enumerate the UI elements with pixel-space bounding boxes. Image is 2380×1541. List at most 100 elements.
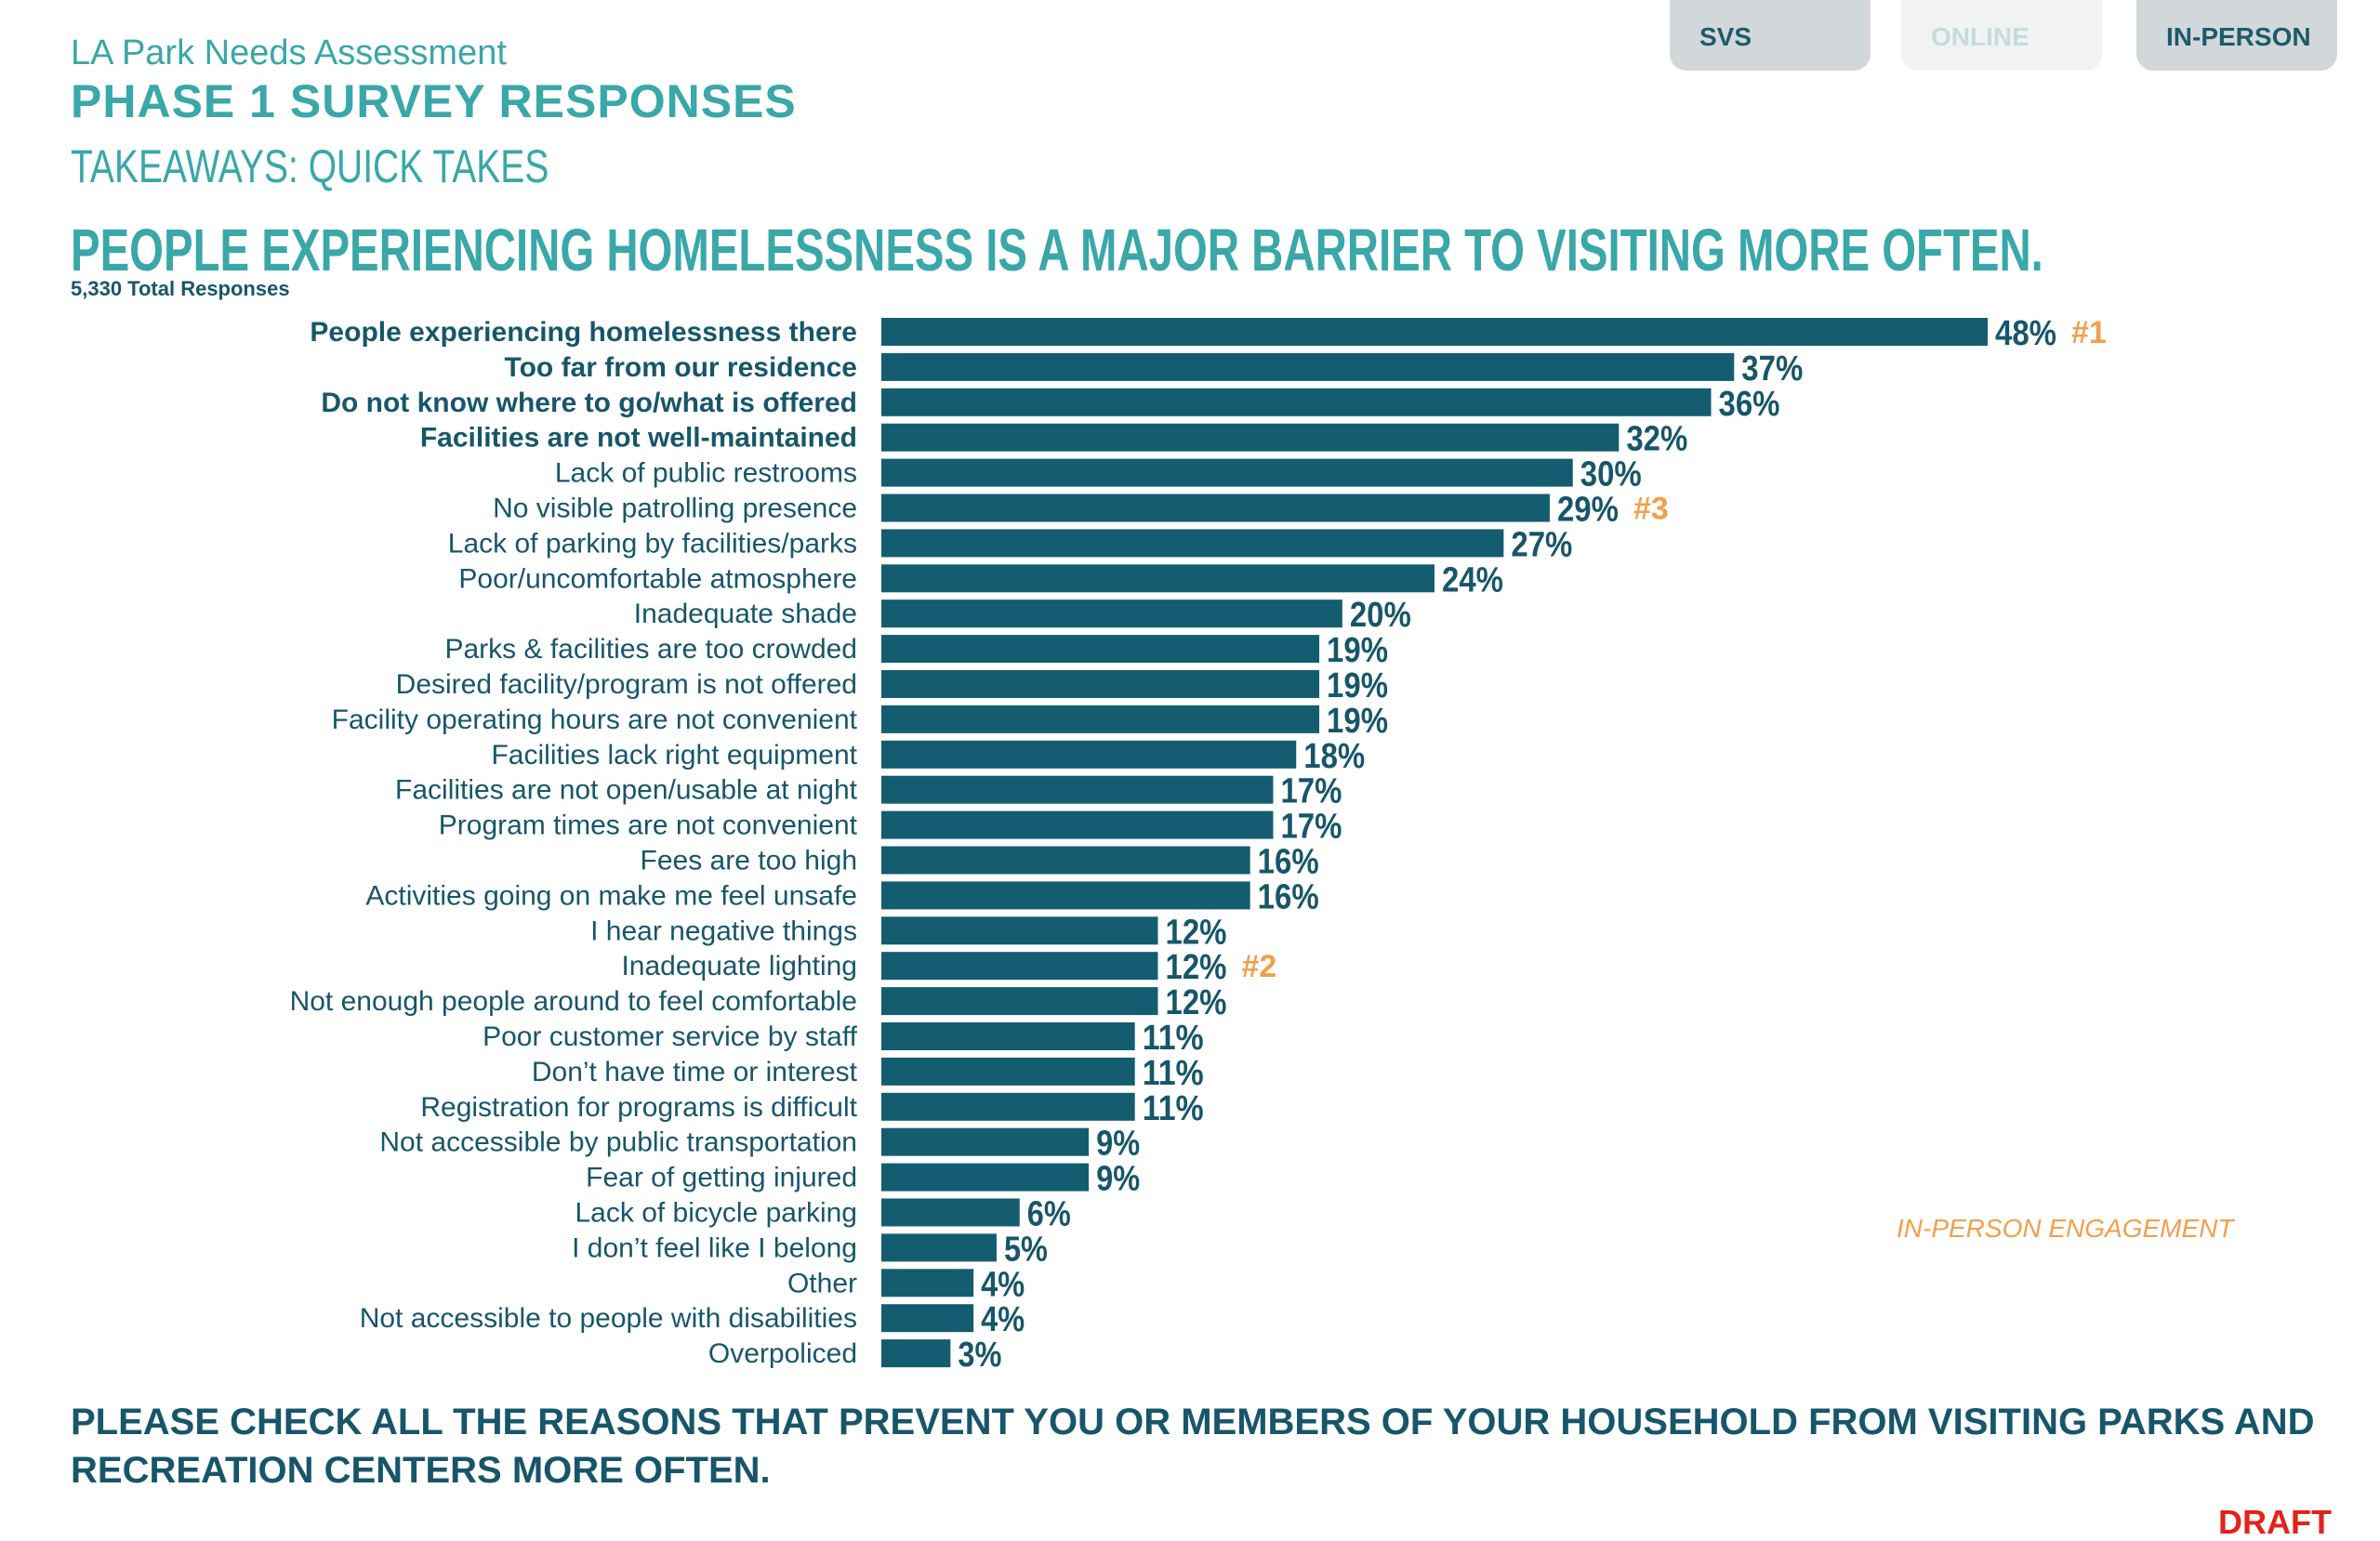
bar xyxy=(881,1127,1090,1156)
category-label: Desired facility/program is not offered xyxy=(396,669,857,700)
bar xyxy=(881,705,1320,733)
value-label: 37% xyxy=(1741,349,1803,389)
value-label: 11% xyxy=(1143,1019,1204,1058)
bar xyxy=(881,881,1250,910)
value-label: 24% xyxy=(1442,560,1503,599)
value-label: 27% xyxy=(1511,525,1572,564)
bar xyxy=(881,987,1158,1016)
value-label: 32% xyxy=(1626,420,1687,459)
total-responses: 5,330 Total Responses xyxy=(71,277,290,300)
survey-question: PLEASE CHECK ALL THE REASONS THAT PREVEN… xyxy=(71,1402,2315,1491)
category-label: Lack of parking by facilities/parks xyxy=(448,528,857,559)
category-label: Program times are not convenient xyxy=(439,810,858,841)
category-label: Facilities are not well-maintained xyxy=(420,423,857,454)
bar xyxy=(881,775,1274,804)
value-label: 4% xyxy=(981,1265,1025,1304)
category-label: Facilities are not open/usable at night xyxy=(395,775,858,806)
value-label: 19% xyxy=(1327,702,1388,741)
bar xyxy=(881,564,1435,593)
value-label: 4% xyxy=(981,1300,1025,1339)
bar xyxy=(881,846,1250,875)
category-label: Parks & facilities are too crowded xyxy=(444,634,857,665)
category-label: Lack of public restrooms xyxy=(555,458,857,489)
bar xyxy=(881,423,1620,452)
rank-annotation: #1 xyxy=(2071,315,2107,350)
category-label: Fear of getting injured xyxy=(586,1163,857,1193)
category-label: Overpoliced xyxy=(708,1338,857,1369)
value-label: 5% xyxy=(1004,1230,1048,1269)
bar xyxy=(881,1022,1135,1050)
headline: PEOPLE EXPERIENCING HOMELESSNESS IS A MA… xyxy=(71,217,2043,283)
value-label: 12% xyxy=(1166,948,1227,987)
rank-annotation: #2 xyxy=(1242,949,1277,984)
category-label: Not accessible to people with disabiliti… xyxy=(360,1303,857,1334)
bar xyxy=(881,635,1320,664)
category-label: Facilities lack right equipment xyxy=(491,740,857,770)
bar xyxy=(881,529,1504,558)
category-label: Don’t have time or interest xyxy=(532,1057,858,1087)
category-label: Too far from our residence xyxy=(504,352,857,383)
bar xyxy=(881,810,1274,839)
value-label: 16% xyxy=(1258,877,1319,916)
value-label: 17% xyxy=(1280,772,1342,811)
value-label: 19% xyxy=(1327,666,1388,705)
bar xyxy=(881,1304,974,1333)
category-label: Do not know where to go/what is offered xyxy=(321,388,857,418)
bar xyxy=(881,1163,1090,1192)
bar xyxy=(881,1198,1020,1227)
bar xyxy=(881,1339,951,1368)
category-label: Not enough people around to feel comfort… xyxy=(290,986,857,1017)
bar xyxy=(881,494,1550,522)
category-label: I hear negative things xyxy=(590,915,857,946)
category-label: Other xyxy=(787,1268,857,1298)
value-label: 3% xyxy=(958,1336,1001,1375)
bar xyxy=(881,458,1573,487)
bar xyxy=(881,352,1735,381)
bar xyxy=(881,670,1320,698)
value-label: 30% xyxy=(1580,455,1642,494)
value-label: 17% xyxy=(1280,808,1342,847)
category-label: No visible patrolling presence xyxy=(493,494,857,524)
category-label: Fees are too high xyxy=(641,846,857,876)
category-label: Poor customer service by staff xyxy=(483,1021,858,1052)
bar xyxy=(881,916,1158,945)
category-label: Poor/uncomfortable atmosphere xyxy=(458,563,857,594)
tab-online[interactable]: ONLINE xyxy=(1901,0,2102,71)
bar xyxy=(881,318,1988,346)
report-subtitle: LA Park Needs Assessment xyxy=(71,33,507,72)
tab-in-person[interactable]: IN-PERSON xyxy=(2136,0,2337,71)
value-label: 36% xyxy=(1719,385,1780,424)
engagement-label: IN-PERSON ENGAGEMENT xyxy=(1897,1214,2234,1243)
value-label: 48% xyxy=(1995,314,2056,353)
category-label: Lack of bicycle parking xyxy=(575,1198,858,1229)
bar xyxy=(881,1233,997,1262)
category-label: Not accessible by public transportation xyxy=(379,1127,857,1158)
bar xyxy=(881,388,1712,416)
value-label: 16% xyxy=(1258,843,1319,882)
tab-svs[interactable]: SVS xyxy=(1670,0,1871,71)
value-label: 9% xyxy=(1096,1125,1140,1164)
category-label: Inadequate shade xyxy=(634,599,857,629)
value-label: 12% xyxy=(1166,913,1227,952)
value-label: 11% xyxy=(1143,1054,1204,1093)
draft-stamp: DRAFT xyxy=(2218,1503,2332,1541)
value-label: 9% xyxy=(1096,1160,1140,1199)
bar xyxy=(881,1269,974,1297)
bar xyxy=(881,599,1342,628)
value-label: 29% xyxy=(1557,491,1619,530)
category-label: I don’t feel like I belong xyxy=(572,1232,857,1263)
barriers-bar-chart: People experiencing homelessness there 48… xyxy=(290,314,2107,1375)
value-label: 18% xyxy=(1303,737,1365,776)
value-label: 6% xyxy=(1027,1195,1071,1234)
takeaway-heading: TAKEAWAYS: QUICK TAKES xyxy=(71,140,549,192)
category-label: Activities going on make me feel unsafe xyxy=(365,880,857,911)
value-label: 12% xyxy=(1166,983,1227,1022)
category-label: Registration for programs is difficult xyxy=(420,1092,857,1123)
bar xyxy=(881,740,1297,769)
value-label: 20% xyxy=(1350,596,1411,635)
category-label: Facility operating hours are not conveni… xyxy=(332,705,858,735)
category-label: Inadequate lighting xyxy=(621,951,857,981)
bar xyxy=(881,1057,1135,1086)
bar xyxy=(881,1092,1135,1121)
bar xyxy=(881,952,1158,981)
